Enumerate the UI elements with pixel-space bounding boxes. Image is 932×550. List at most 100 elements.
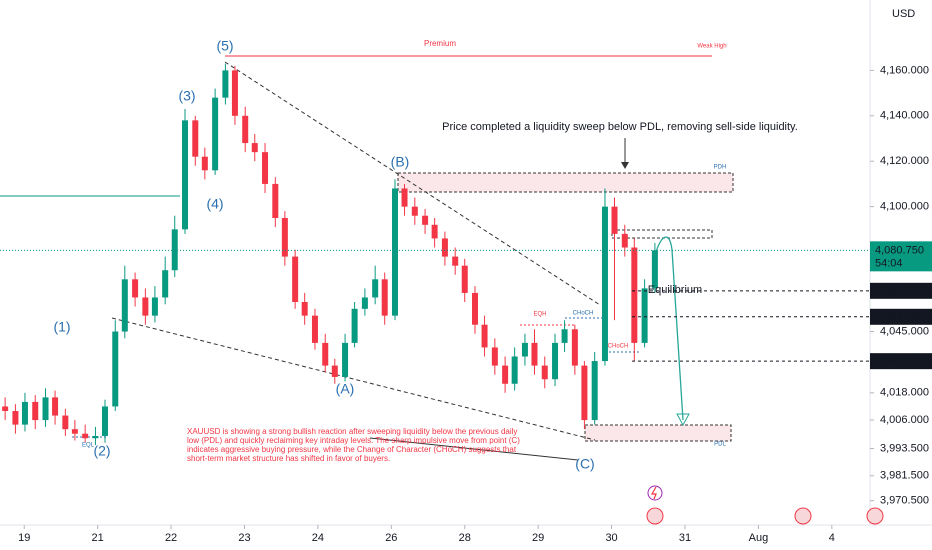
candle-body [112,331,119,407]
wave-label: (A) [336,381,355,397]
y-tick-label: 4,100.000 [880,201,929,213]
wave-label: (B) [391,154,410,170]
candle-body [521,342,528,357]
wave-label: (3) [178,88,195,104]
candle-body [391,188,398,316]
candle-body [611,206,618,234]
candle-body [42,397,49,421]
y-tick-label: 4,045.000 [880,325,929,337]
candle-body [222,70,229,98]
current-price-label: 4,080.750 [875,244,924,256]
candle-body [651,250,658,289]
candle-body [12,411,19,425]
wave-label: (4) [206,196,223,212]
weak-high-label: Weak High [697,44,726,50]
event-icon[interactable] [794,507,812,525]
candle-body [411,206,418,216]
candle-body [281,217,288,257]
y-tick-label: 4,120.000 [880,155,929,167]
candle-body [631,247,638,343]
x-tick-label: 24 [312,532,324,544]
event-icon[interactable] [647,485,663,501]
candle-body [621,233,628,248]
eqh-label: EQH [533,312,546,318]
choch-label: CHoCH [573,311,594,317]
x-tick-label: 23 [238,532,250,544]
price-tag [870,282,932,299]
sweep-note: Price completed a liquidity sweep below … [442,121,798,133]
analysis-line: short-term market structure has shifted … [187,454,390,463]
y-tick-label: 3,993.500 [880,442,929,454]
pdl-zone [584,424,732,442]
candle-body [561,329,568,343]
candle-body [82,433,89,439]
analysis-line: XAUUSD is showing a strong bullish react… [187,427,517,436]
candle-body [171,229,178,271]
candle-body [71,429,78,434]
candle-body [162,270,169,298]
candle-body [192,120,199,157]
arrow-head [676,413,690,427]
wave-label: (2) [93,443,110,459]
candle-body [52,397,59,416]
trend-line [111,317,596,441]
x-tick-label: 26 [385,532,397,544]
candle-body [472,292,479,325]
y-tick-label: 4,160.000 [880,64,929,76]
candle-body [32,401,39,421]
candle-body [491,347,498,366]
x-tick-label: 31 [679,532,691,544]
projection-arrow [654,236,684,421]
candle-body [301,302,308,316]
wave-label: (5) [216,38,233,54]
currency: USD [892,8,915,20]
y-tick-label: 4,140.000 [880,110,929,122]
premium-label: Premium [424,39,456,48]
plot: 4,160.000 4,140.000 4,120.000 4,100.000 4,04… [2,63,929,544]
price-tag [870,308,932,325]
candle-body [381,279,388,316]
candle-body [231,70,238,116]
wave-label: (1) [53,319,70,335]
price-tag-label: 4,062.930 [875,285,924,297]
x-tick-label: 19 [18,532,30,544]
candle-body [531,342,538,366]
candle-body [351,308,358,343]
trend-line [224,61,601,306]
pdh-zone [397,172,734,193]
x-tick-label: 30 [605,532,617,544]
candle-body [361,297,368,309]
candle-body [452,256,459,266]
candle-body [481,324,488,348]
candle-body [581,365,588,421]
candle-body [372,279,379,298]
candle-body [251,143,258,153]
candle-body [311,315,318,343]
candle-body [511,356,518,384]
candle-body [591,361,598,421]
event-icon[interactable] [866,507,884,525]
candle-body [201,156,208,171]
choch-label: CHoCH [608,344,629,350]
candle-body [401,188,408,207]
current-price-tag [870,241,932,272]
y-tick-label: 3,981.500 [880,470,929,482]
price-tag-label: 4,051.490 [875,311,924,323]
x-tick-label: Aug [749,532,769,544]
pdh-label: PDH [714,165,727,171]
candle-body [431,224,438,239]
candle-body [142,297,149,316]
candle-body [322,342,329,366]
candle-body [422,215,429,225]
candle-body [552,342,559,380]
candle-body [292,256,299,303]
candle-body [641,288,648,343]
candle-body [21,401,28,425]
x-tick-label: 4 [829,532,835,544]
candle-body [461,265,468,293]
candle-body [502,365,509,384]
event-icon[interactable] [646,507,664,525]
x-tick-label: 28 [459,532,471,544]
countdown: 54:04 [875,257,903,269]
